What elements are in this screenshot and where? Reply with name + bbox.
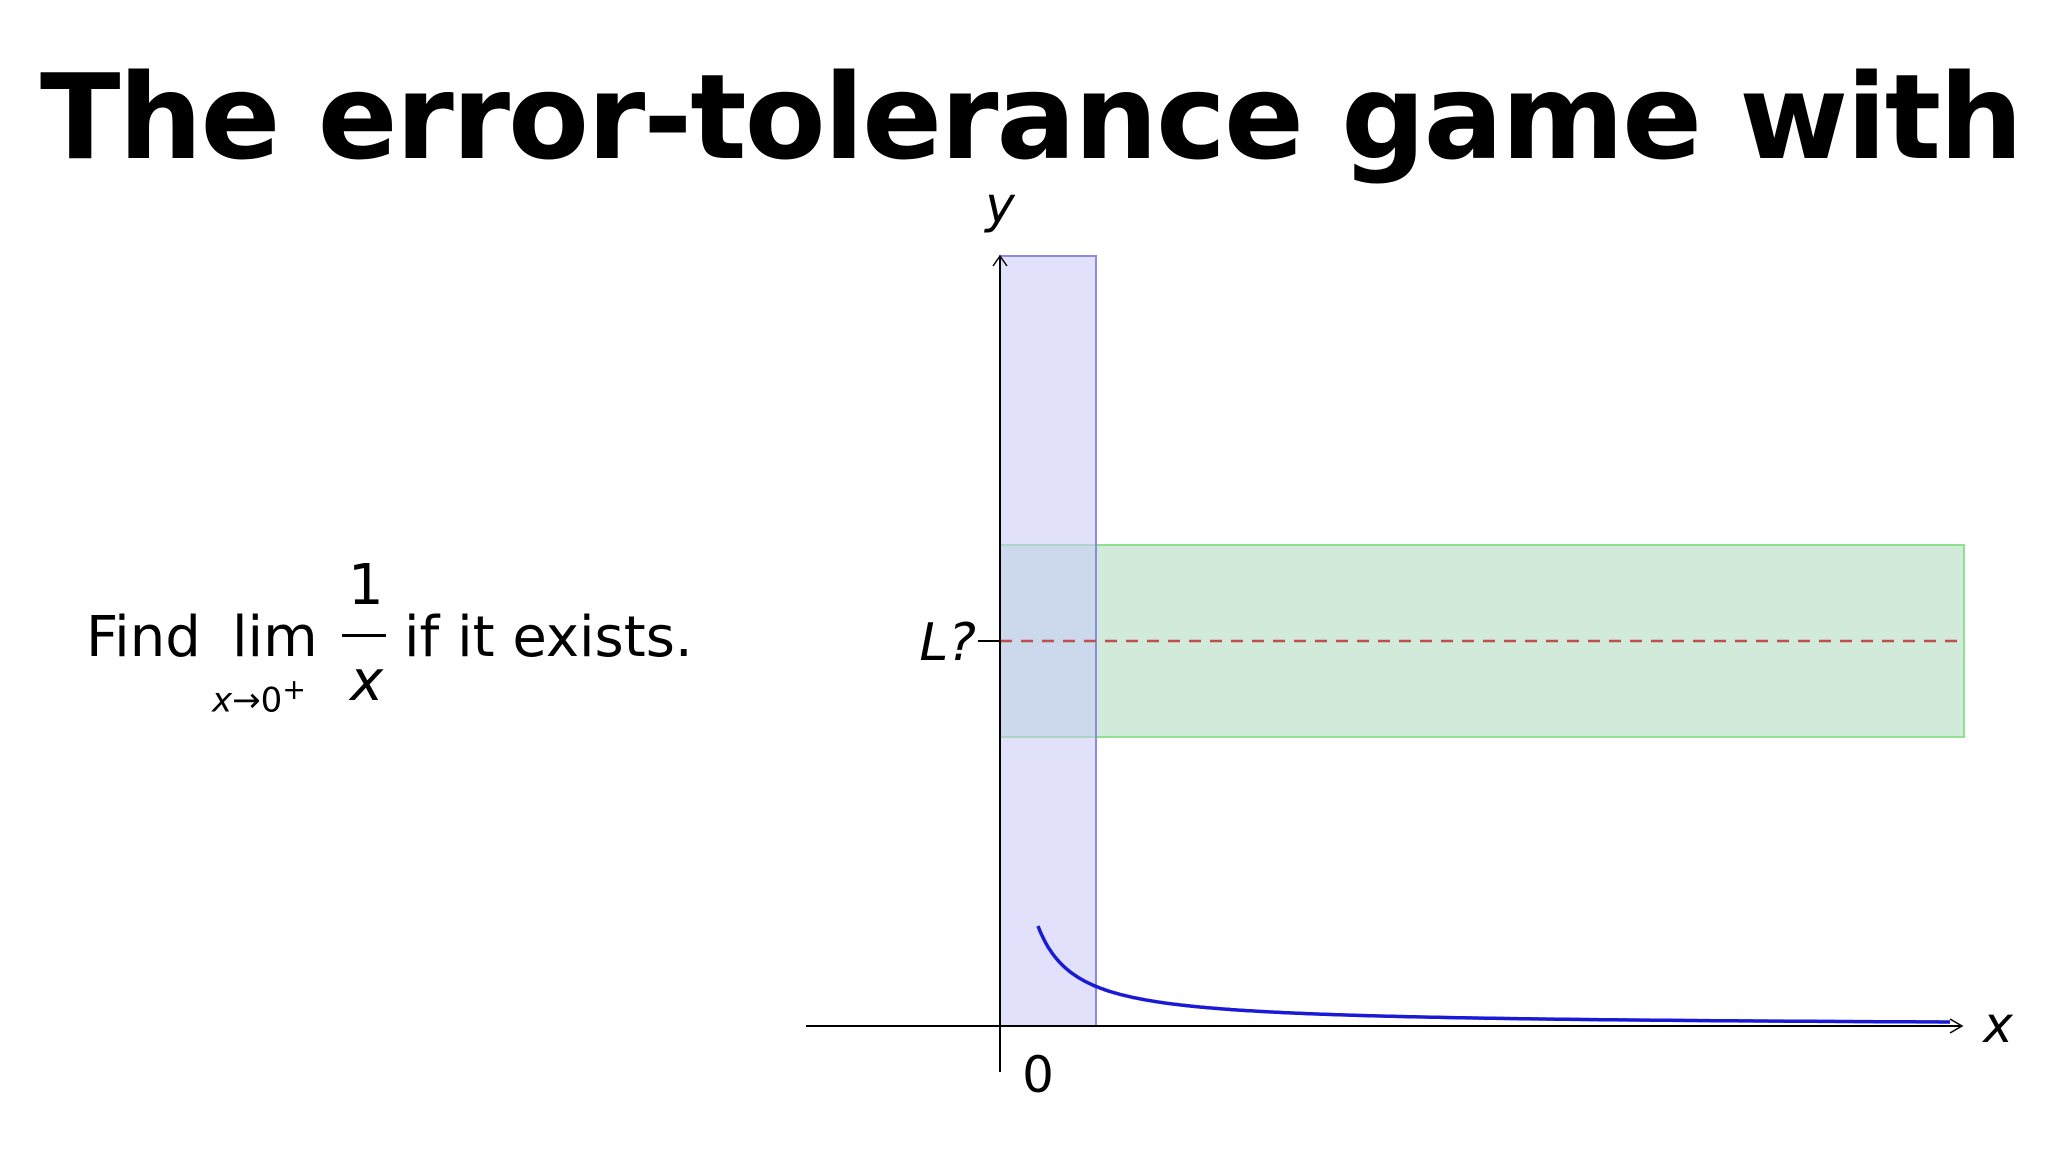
fraction-bar	[342, 634, 386, 637]
y-axis-label: y	[983, 176, 1016, 234]
question-lim-operator: lim	[232, 605, 318, 670]
question-tail-text: if it exists.	[404, 605, 693, 670]
subscript-sup: +	[282, 673, 306, 706]
subscript-rest: →0	[232, 680, 283, 721]
limit-question: Find lim x→0+ 1 x if it exists.	[86, 558, 726, 718]
x-axis-label: x	[1981, 996, 2013, 1054]
limit-guess-label: L?	[919, 613, 976, 673]
origin-tick-label: 0	[1022, 1046, 1054, 1104]
reciprocal-curve	[1036, 925, 1950, 1024]
question-find-text: Find	[86, 605, 201, 670]
y-axis-arrowhead	[992, 254, 1008, 267]
fraction-denominator: x	[350, 649, 384, 714]
question-lim-subscript: x→0+	[212, 673, 306, 721]
fraction-numerator: 1	[348, 553, 384, 618]
x-axis-arrowhead	[1949, 1018, 1964, 1034]
slide-title-text: The error-tolerance game with	[40, 48, 2048, 186]
slide-title: The error-tolerance game with 1/x	[40, 52, 2048, 182]
subscript-var: x	[212, 680, 233, 721]
